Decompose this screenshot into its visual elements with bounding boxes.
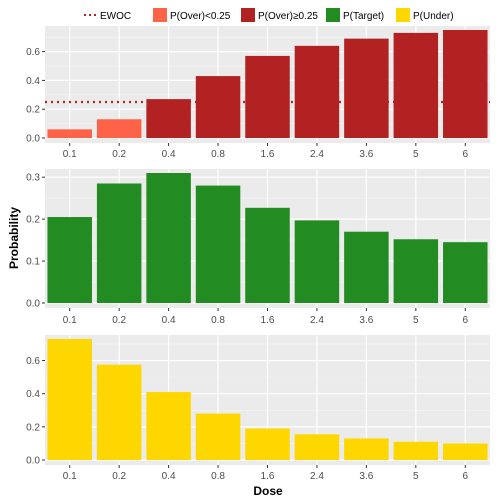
legend-key-3: [326, 8, 340, 22]
bar-3.6: [344, 438, 389, 460]
y-tick-label: 0.4: [26, 389, 40, 400]
x-tick-label: 6: [462, 315, 468, 326]
legend-label-2: P(Over)≥0.25: [258, 11, 318, 22]
x-tick-label: 0.8: [211, 315, 225, 326]
bar-6: [443, 242, 488, 303]
bar-6: [443, 443, 488, 460]
x-tick-label: 3.6: [359, 471, 373, 482]
x-tick-label: 5: [413, 149, 419, 160]
x-axis-title: Dose: [253, 484, 283, 498]
bar-0.1: [47, 129, 92, 138]
bar-0.2: [96, 183, 142, 303]
y-tick-label: 0.4: [26, 76, 40, 87]
bar-2.4: [294, 45, 340, 139]
legend-label-4: P(Under): [413, 11, 454, 22]
bar-0.8: [195, 413, 241, 460]
bar-0.2: [96, 364, 142, 460]
y-tick-label: 0.2: [26, 105, 40, 116]
x-tick-label: 2.4: [310, 471, 324, 482]
x-tick-label: 0.4: [162, 149, 176, 160]
bar-2.4: [294, 434, 340, 460]
x-tick-label: 1.6: [261, 315, 275, 326]
bar-3.6: [344, 231, 389, 303]
x-tick-label: 0.8: [211, 471, 225, 482]
x-tick-label: 2.4: [310, 315, 324, 326]
legend-key-4: [396, 8, 410, 22]
x-tick-label: 0.1: [63, 149, 77, 160]
legend-label-3: P(Target): [343, 11, 384, 22]
y-tick-label: 0.0: [26, 299, 40, 310]
panel-0: 0.0 0.2 0.4 0.6 0.1 0.2 0.4 0.8 1.6 2.4 3.6 5 6: [26, 26, 490, 160]
x-tick-label: 0.4: [162, 315, 176, 326]
bar-1.6: [245, 207, 290, 303]
x-tick-label: 2.4: [310, 149, 324, 160]
y-tick-label: 0.6: [26, 47, 40, 58]
bar-1.6: [245, 428, 290, 460]
bar-0.1: [47, 217, 92, 303]
y-tick-label: 0.0: [26, 134, 40, 145]
x-tick-label: 0.2: [112, 471, 126, 482]
x-tick-label: 0.2: [112, 315, 126, 326]
y-tick-label: 0.3: [26, 173, 40, 184]
x-tick-label: 1.6: [261, 149, 275, 160]
bar-3.6: [344, 38, 389, 138]
bar-0.1: [47, 339, 92, 460]
y-tick-label: 0.2: [26, 422, 40, 433]
legend-key-1: [153, 8, 167, 22]
bar-5: [393, 239, 439, 303]
legend-key-2: [241, 8, 255, 22]
x-tick-label: 3.6: [359, 149, 373, 160]
chart-panels: 0.00.20.40.60.1 0.2 0.4 0.8 1.6 2.4 3.6 5 60.00.…: [26, 26, 490, 482]
x-tick-label: 0.1: [63, 315, 77, 326]
bar-0.4: [146, 392, 191, 460]
x-tick-label: 3.6: [359, 315, 373, 326]
y-tick-label: 0.0: [26, 456, 40, 467]
bar-6: [443, 30, 488, 138]
x-tick-label: 5: [413, 315, 419, 326]
y-tick-label: 0.2: [26, 215, 40, 226]
x-tick-label: 1.6: [261, 471, 275, 482]
x-tick-label: 0.1: [63, 471, 77, 482]
bar-1.6: [245, 55, 290, 138]
panel-1: 0.0 0.1 0.2 0.3 0.1 0.2 0.4 0.8 1.6 2.4 3.6 5 6: [26, 169, 490, 326]
bar-0.4: [146, 173, 191, 303]
x-tick-label: 0.2: [112, 149, 126, 160]
legend-label-1: P(Over)<0.25: [170, 11, 231, 22]
bar-0.4: [146, 99, 191, 138]
x-tick-label: 6: [462, 149, 468, 160]
x-tick-label: 0.4: [162, 471, 176, 482]
legend-label-0: EWOC: [100, 11, 131, 22]
legend: EWOC P(Over)<0.25 P(Over)≥0.25 P(Target) P(U…: [84, 8, 454, 22]
x-tick-label: 0.8: [211, 149, 225, 160]
x-tick-label: 5: [413, 471, 419, 482]
bar-5: [393, 32, 439, 138]
bar-0.2: [96, 119, 142, 138]
y-axis-title: Probability: [7, 207, 21, 269]
bar-2.4: [294, 220, 340, 303]
y-tick-label: 0.1: [26, 257, 40, 268]
panel-2: 0.0 0.2 0.4 0.6 0.1 0.2 0.4 0.8 1.6 2.4 3.6 5 6: [26, 335, 490, 482]
y-tick-label: 0.6: [26, 356, 40, 367]
bar-0.8: [195, 185, 241, 303]
bar-0.8: [195, 76, 241, 138]
x-tick-label: 6: [462, 471, 468, 482]
bar-5: [393, 441, 439, 460]
